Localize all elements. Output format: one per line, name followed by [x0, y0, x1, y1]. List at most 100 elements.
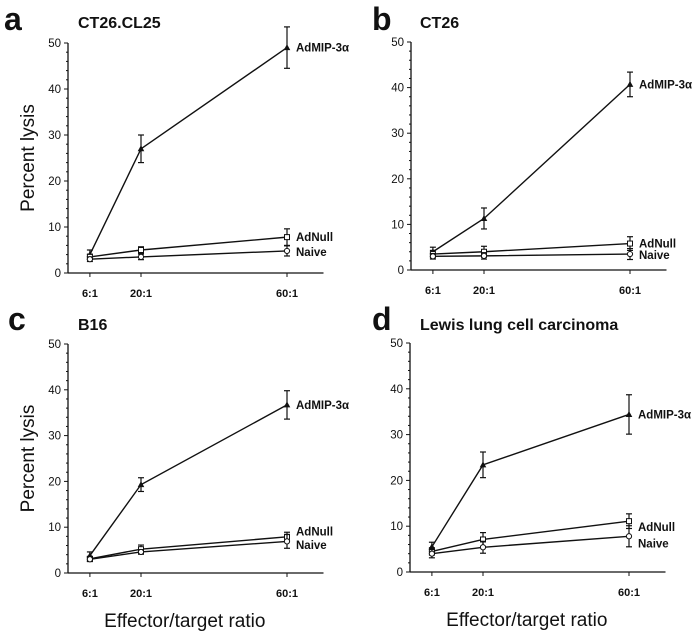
series-label: AdMIP-3α: [296, 400, 349, 412]
panel-title: CT26: [420, 15, 459, 32]
data-point-circle: [86, 556, 94, 563]
data-point-circle: [625, 533, 633, 540]
series-adnull: AdNull: [429, 236, 676, 259]
data-point-circle: [428, 550, 435, 557]
panel-d: d Lewis lung cell carcinoma 0 10 20 30 40 50 6:1…: [372, 301, 691, 631]
data-point-triangle: [137, 481, 145, 488]
data-point-triangle: [626, 80, 634, 87]
y-tick-label: 10: [48, 222, 61, 234]
x-tick-label: 20:1: [473, 285, 495, 297]
data-point-circle: [480, 252, 488, 259]
data-point-circle: [283, 247, 291, 255]
data-point-circle: [86, 256, 94, 263]
y-tick-label: 30: [390, 430, 403, 442]
series-line: [432, 242, 631, 255]
y-tick-label: 0: [55, 268, 61, 280]
y-axis-label: Percent lysis: [18, 405, 39, 513]
y-tick-label: 20: [391, 174, 404, 186]
x-axis-label: Effector/target ratio: [104, 611, 265, 632]
data-point-triangle: [625, 410, 633, 417]
y-tick-label: 40: [391, 83, 404, 95]
series-label: Naive: [639, 250, 670, 262]
data-point-triangle: [137, 145, 145, 152]
panel-a: a CT26.CL25 0 10 20 30 40 50 6:1 20:1 60:1 Percent …: [4, 1, 349, 300]
x-tick-label: 6:1: [82, 288, 98, 300]
series-line: [431, 413, 630, 548]
data-point-triangle: [479, 461, 487, 468]
panel-title: Lewis lung cell carcinoma: [420, 317, 618, 334]
data-point-circle: [137, 548, 145, 556]
y-tick-label: 20: [48, 176, 61, 188]
y-tick-label: 10: [391, 219, 404, 231]
series-line: [431, 520, 630, 553]
data-point-circle: [137, 253, 145, 260]
panel-letter: d: [372, 301, 392, 337]
y-tick-label: 50: [48, 38, 61, 50]
x-tick-label: 20:1: [472, 587, 494, 599]
y-tick-label: 40: [390, 384, 403, 396]
series-admip-3-: AdMIP-3α: [429, 71, 692, 257]
x-tick-label: 60:1: [618, 587, 640, 599]
series-label: Naive: [638, 539, 669, 551]
y-tick-label: 50: [48, 339, 61, 351]
data-point-circle: [626, 250, 634, 258]
series-naive: Naive: [428, 525, 669, 559]
y-tick-label: 10: [48, 522, 61, 534]
series-label: AdMIP-3α: [638, 409, 691, 421]
panel-letter: c: [8, 301, 26, 337]
data-point-square: [626, 518, 632, 525]
data-point-circle: [283, 538, 291, 545]
data-point-triangle: [480, 214, 488, 221]
series-line: [89, 236, 288, 258]
y-tick-label: 50: [390, 338, 403, 350]
series-label: AdMIP-3α: [639, 79, 692, 91]
data-point-triangle: [283, 401, 291, 408]
y-tick-label: 0: [55, 568, 61, 580]
data-point-square: [627, 240, 633, 247]
series-label: Naive: [296, 540, 327, 552]
x-tick-label: 60:1: [276, 288, 298, 300]
y-tick-label: 40: [48, 385, 61, 397]
series-label: AdNull: [296, 526, 333, 538]
data-point-square: [138, 247, 144, 253]
x-tick-label: 20:1: [130, 288, 152, 300]
series-line: [432, 83, 631, 253]
series-label: Naive: [296, 247, 327, 259]
y-tick-label: 40: [48, 84, 61, 96]
x-tick-label: 6:1: [82, 588, 98, 600]
series-line: [89, 540, 288, 560]
series-line: [432, 253, 631, 258]
series-naive: Naive: [429, 247, 670, 262]
series-admip-3-: AdMIP-3α: [86, 390, 349, 560]
y-tick-label: 20: [48, 476, 61, 488]
x-tick-label: 20:1: [130, 588, 152, 600]
y-tick-label: 10: [390, 521, 403, 533]
series-admip-3-: AdMIP-3α: [428, 394, 691, 552]
x-tick-label: 60:1: [276, 588, 298, 600]
panel-b: b CT26 0 10 20 30 40 50 6:1 20:1 60:1 AdMIP-3α AdNul…: [372, 1, 692, 297]
y-tick-label: 50: [391, 37, 404, 49]
panel-letter: b: [372, 1, 392, 37]
panel-title: B16: [78, 317, 107, 334]
data-point-square: [284, 234, 290, 241]
data-point-circle: [429, 253, 436, 260]
series-line: [89, 250, 288, 260]
y-tick-label: 30: [48, 130, 61, 142]
x-tick-label: 6:1: [424, 587, 440, 599]
series-naive: Naive: [86, 533, 327, 563]
series-admip-3-: AdMIP-3α: [86, 26, 349, 260]
series-label: AdNull: [296, 232, 333, 244]
panel-title: CT26.CL25: [78, 15, 161, 32]
x-tick-label: 60:1: [619, 285, 641, 297]
series-line: [89, 404, 288, 557]
y-axis-label: Percent lysis: [18, 104, 39, 212]
y-tick-label: 0: [397, 567, 403, 579]
series-label: AdMIP-3α: [296, 43, 349, 55]
y-tick-label: 0: [398, 265, 404, 277]
y-tick-label: 30: [48, 431, 61, 443]
series-naive: Naive: [86, 245, 327, 263]
x-tick-label: 6:1: [425, 285, 441, 297]
panel-c: c B16 0 10 20 30 40 50 6:1 20:1 60:1 Percent lysis E…: [8, 301, 349, 632]
